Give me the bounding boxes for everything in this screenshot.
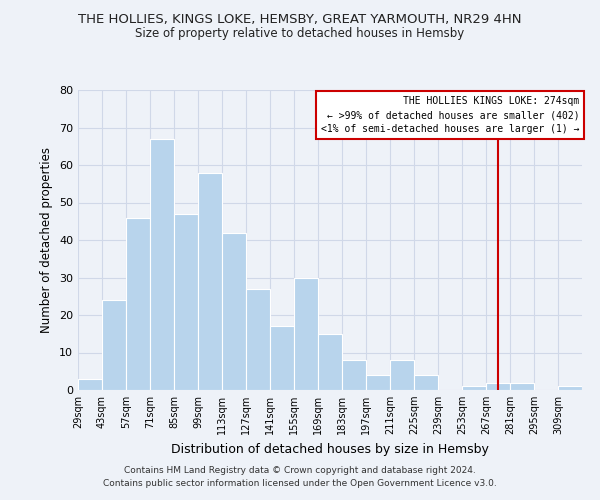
X-axis label: Distribution of detached houses by size in Hemsby: Distribution of detached houses by size …	[171, 442, 489, 456]
Bar	[150, 138, 174, 390]
Bar	[318, 334, 342, 390]
Bar	[510, 382, 534, 390]
Bar	[270, 326, 294, 390]
Bar	[366, 375, 390, 390]
Bar	[414, 375, 438, 390]
Bar	[78, 379, 102, 390]
Bar	[486, 382, 510, 390]
Bar	[390, 360, 414, 390]
Bar	[126, 218, 150, 390]
Bar	[342, 360, 366, 390]
Bar	[174, 214, 198, 390]
Text: THE HOLLIES KINGS LOKE: 274sqm
← >99% of detached houses are smaller (402)
<1% o: THE HOLLIES KINGS LOKE: 274sqm ← >99% of…	[321, 96, 580, 134]
Bar	[246, 289, 270, 390]
Bar	[294, 278, 318, 390]
Bar	[102, 300, 126, 390]
Text: Contains HM Land Registry data © Crown copyright and database right 2024.
Contai: Contains HM Land Registry data © Crown c…	[103, 466, 497, 487]
Bar	[222, 232, 246, 390]
Text: Size of property relative to detached houses in Hemsby: Size of property relative to detached ho…	[136, 28, 464, 40]
Y-axis label: Number of detached properties: Number of detached properties	[40, 147, 53, 333]
Bar	[198, 172, 222, 390]
Bar	[558, 386, 582, 390]
Bar	[462, 386, 486, 390]
Text: THE HOLLIES, KINGS LOKE, HEMSBY, GREAT YARMOUTH, NR29 4HN: THE HOLLIES, KINGS LOKE, HEMSBY, GREAT Y…	[78, 12, 522, 26]
